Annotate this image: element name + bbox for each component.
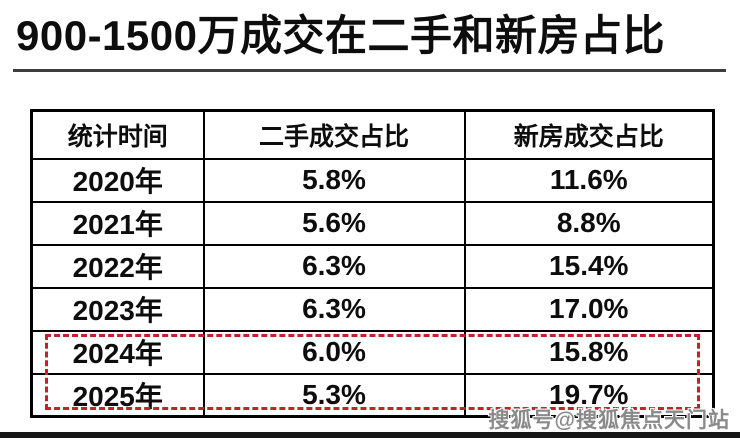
secondhand-cell: 6.3% <box>202 286 466 332</box>
table-row-2022: 2022年 6.3% 15.4% <box>30 243 715 289</box>
year-cell: 2024年 <box>30 329 205 375</box>
watermark: 搜狐号@搜狐焦点天门站 <box>488 409 730 432</box>
secondhand-cell: 5.8% <box>202 157 466 203</box>
page-title: 900-1500万成交在二手和新房占比 <box>16 12 665 59</box>
secondhand-cell: 6.0% <box>202 329 466 375</box>
title-underline <box>13 69 726 72</box>
column-header-secondhand: 二手成交占比 <box>202 109 466 160</box>
newhome-cell: 15.4% <box>463 243 715 289</box>
year-cell: 2023年 <box>30 286 205 332</box>
table-row-2020: 2020年 5.8% 11.6% <box>30 157 715 203</box>
newhome-cell: 17.0% <box>463 286 715 332</box>
column-header-newhome: 新房成交占比 <box>463 109 715 160</box>
year-cell: 2022年 <box>30 243 205 289</box>
newhome-cell: 15.8% <box>463 329 715 375</box>
table-row-2023: 2023年 6.3% 17.0% <box>30 286 715 332</box>
stats-table: 统计时间 二手成交占比 新房成交占比 2020年 5.8% 11.6% 2021… <box>30 109 715 418</box>
year-cell: 2025年 <box>30 372 205 418</box>
year-cell: 2021年 <box>30 200 205 246</box>
table-row-2021: 2021年 5.6% 8.8% <box>30 200 715 246</box>
table-row-2024-highlighted: 2024年 6.0% 15.8% <box>30 329 715 375</box>
secondhand-cell: 6.3% <box>202 243 466 289</box>
secondhand-cell: 5.3% <box>202 372 466 418</box>
newhome-cell: 8.8% <box>463 200 715 246</box>
column-header-time: 统计时间 <box>30 109 205 160</box>
bottom-bar <box>0 432 740 438</box>
table-header-row: 统计时间 二手成交占比 新房成交占比 <box>30 109 715 160</box>
secondhand-cell: 5.6% <box>202 200 466 246</box>
newhome-cell: 11.6% <box>463 157 715 203</box>
year-cell: 2020年 <box>30 157 205 203</box>
